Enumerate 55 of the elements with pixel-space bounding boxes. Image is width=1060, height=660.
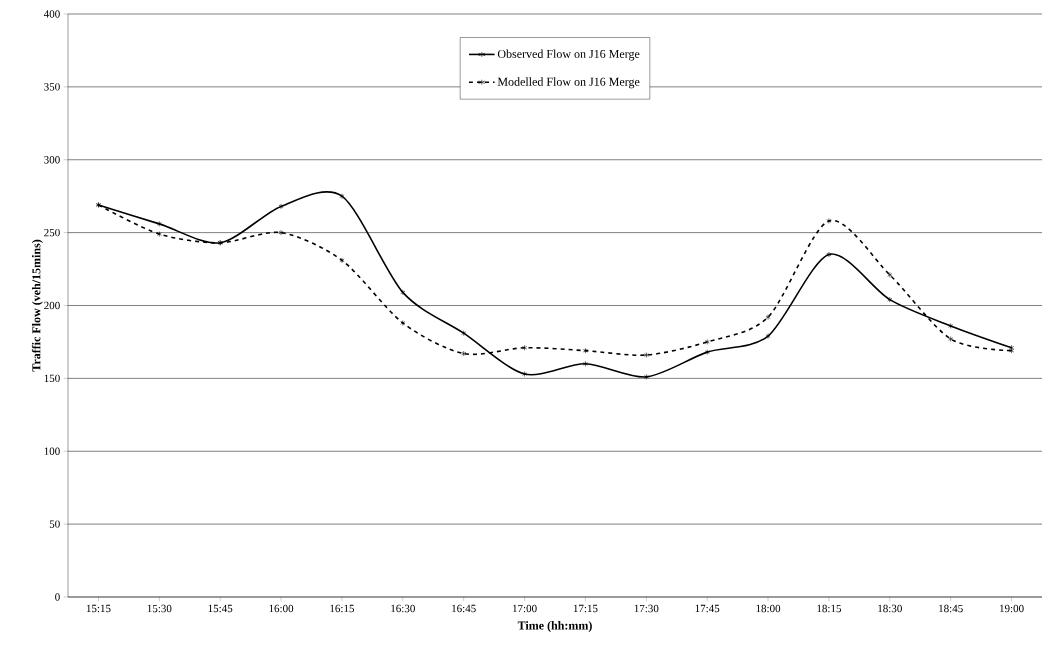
point bbox=[278, 229, 284, 236]
point bbox=[643, 374, 649, 380]
point bbox=[400, 289, 406, 296]
point bbox=[522, 344, 528, 351]
x-tick-label: 17:30 bbox=[634, 604, 659, 613]
x-tick-label: 18:45 bbox=[939, 604, 963, 613]
x-tick-label: 18:30 bbox=[878, 604, 902, 613]
point bbox=[948, 323, 954, 329]
point bbox=[704, 339, 710, 345]
y-tick-label: 150 bbox=[44, 374, 60, 383]
x-tick-label: 19:00 bbox=[1000, 604, 1024, 613]
point bbox=[643, 352, 649, 358]
point bbox=[765, 314, 771, 320]
point bbox=[400, 320, 406, 326]
point bbox=[826, 251, 832, 258]
legend-label: Observed Flow on J16 Merge bbox=[497, 49, 640, 61]
x-tick-label: 15:15 bbox=[86, 604, 111, 613]
y-tick-label: 400 bbox=[43, 10, 60, 18]
x-tick-label: 17:45 bbox=[695, 604, 720, 613]
y-tick-label: 50 bbox=[49, 520, 60, 528]
y-tick-label: 200 bbox=[44, 301, 60, 310]
point bbox=[339, 257, 345, 264]
x-axis-title: Time (hh:mm) bbox=[517, 621, 592, 633]
point bbox=[156, 231, 162, 237]
point bbox=[156, 221, 162, 227]
y-axis-title: Traffic Flow (veh/15mins) bbox=[31, 239, 43, 372]
x-tick-label: 17:15 bbox=[573, 604, 598, 613]
point bbox=[582, 360, 588, 367]
point bbox=[339, 193, 345, 199]
y-tick-label: 250 bbox=[44, 228, 60, 237]
x-tick-label: 16:15 bbox=[330, 604, 355, 613]
point bbox=[522, 371, 528, 377]
legend-label: Modelled Flow on J16 Merge bbox=[497, 77, 640, 89]
point bbox=[582, 347, 588, 354]
point bbox=[765, 333, 771, 339]
y-tick-label: 350 bbox=[44, 83, 60, 91]
x-tick-label: 17:00 bbox=[513, 604, 537, 613]
point bbox=[948, 336, 954, 342]
point bbox=[278, 203, 284, 210]
x-tick-label: 15:45 bbox=[208, 604, 233, 613]
x-tick-label: 16:45 bbox=[452, 604, 476, 613]
y-tick-label: 300 bbox=[44, 156, 60, 164]
point bbox=[826, 218, 832, 224]
x-tick-label: 18:00 bbox=[756, 604, 781, 613]
point bbox=[461, 330, 467, 336]
point bbox=[704, 349, 710, 355]
point bbox=[461, 350, 467, 357]
x-tick-label: 16:00 bbox=[269, 604, 294, 613]
x-tick-label: 16:30 bbox=[391, 604, 415, 613]
x-tick-label: 15:30 bbox=[147, 604, 172, 613]
x-tick-label: 18:15 bbox=[817, 604, 842, 613]
point bbox=[887, 296, 893, 303]
point bbox=[887, 272, 893, 278]
y-tick-label: 0 bbox=[55, 593, 60, 601]
y-tick-label: 100 bbox=[44, 447, 60, 455]
